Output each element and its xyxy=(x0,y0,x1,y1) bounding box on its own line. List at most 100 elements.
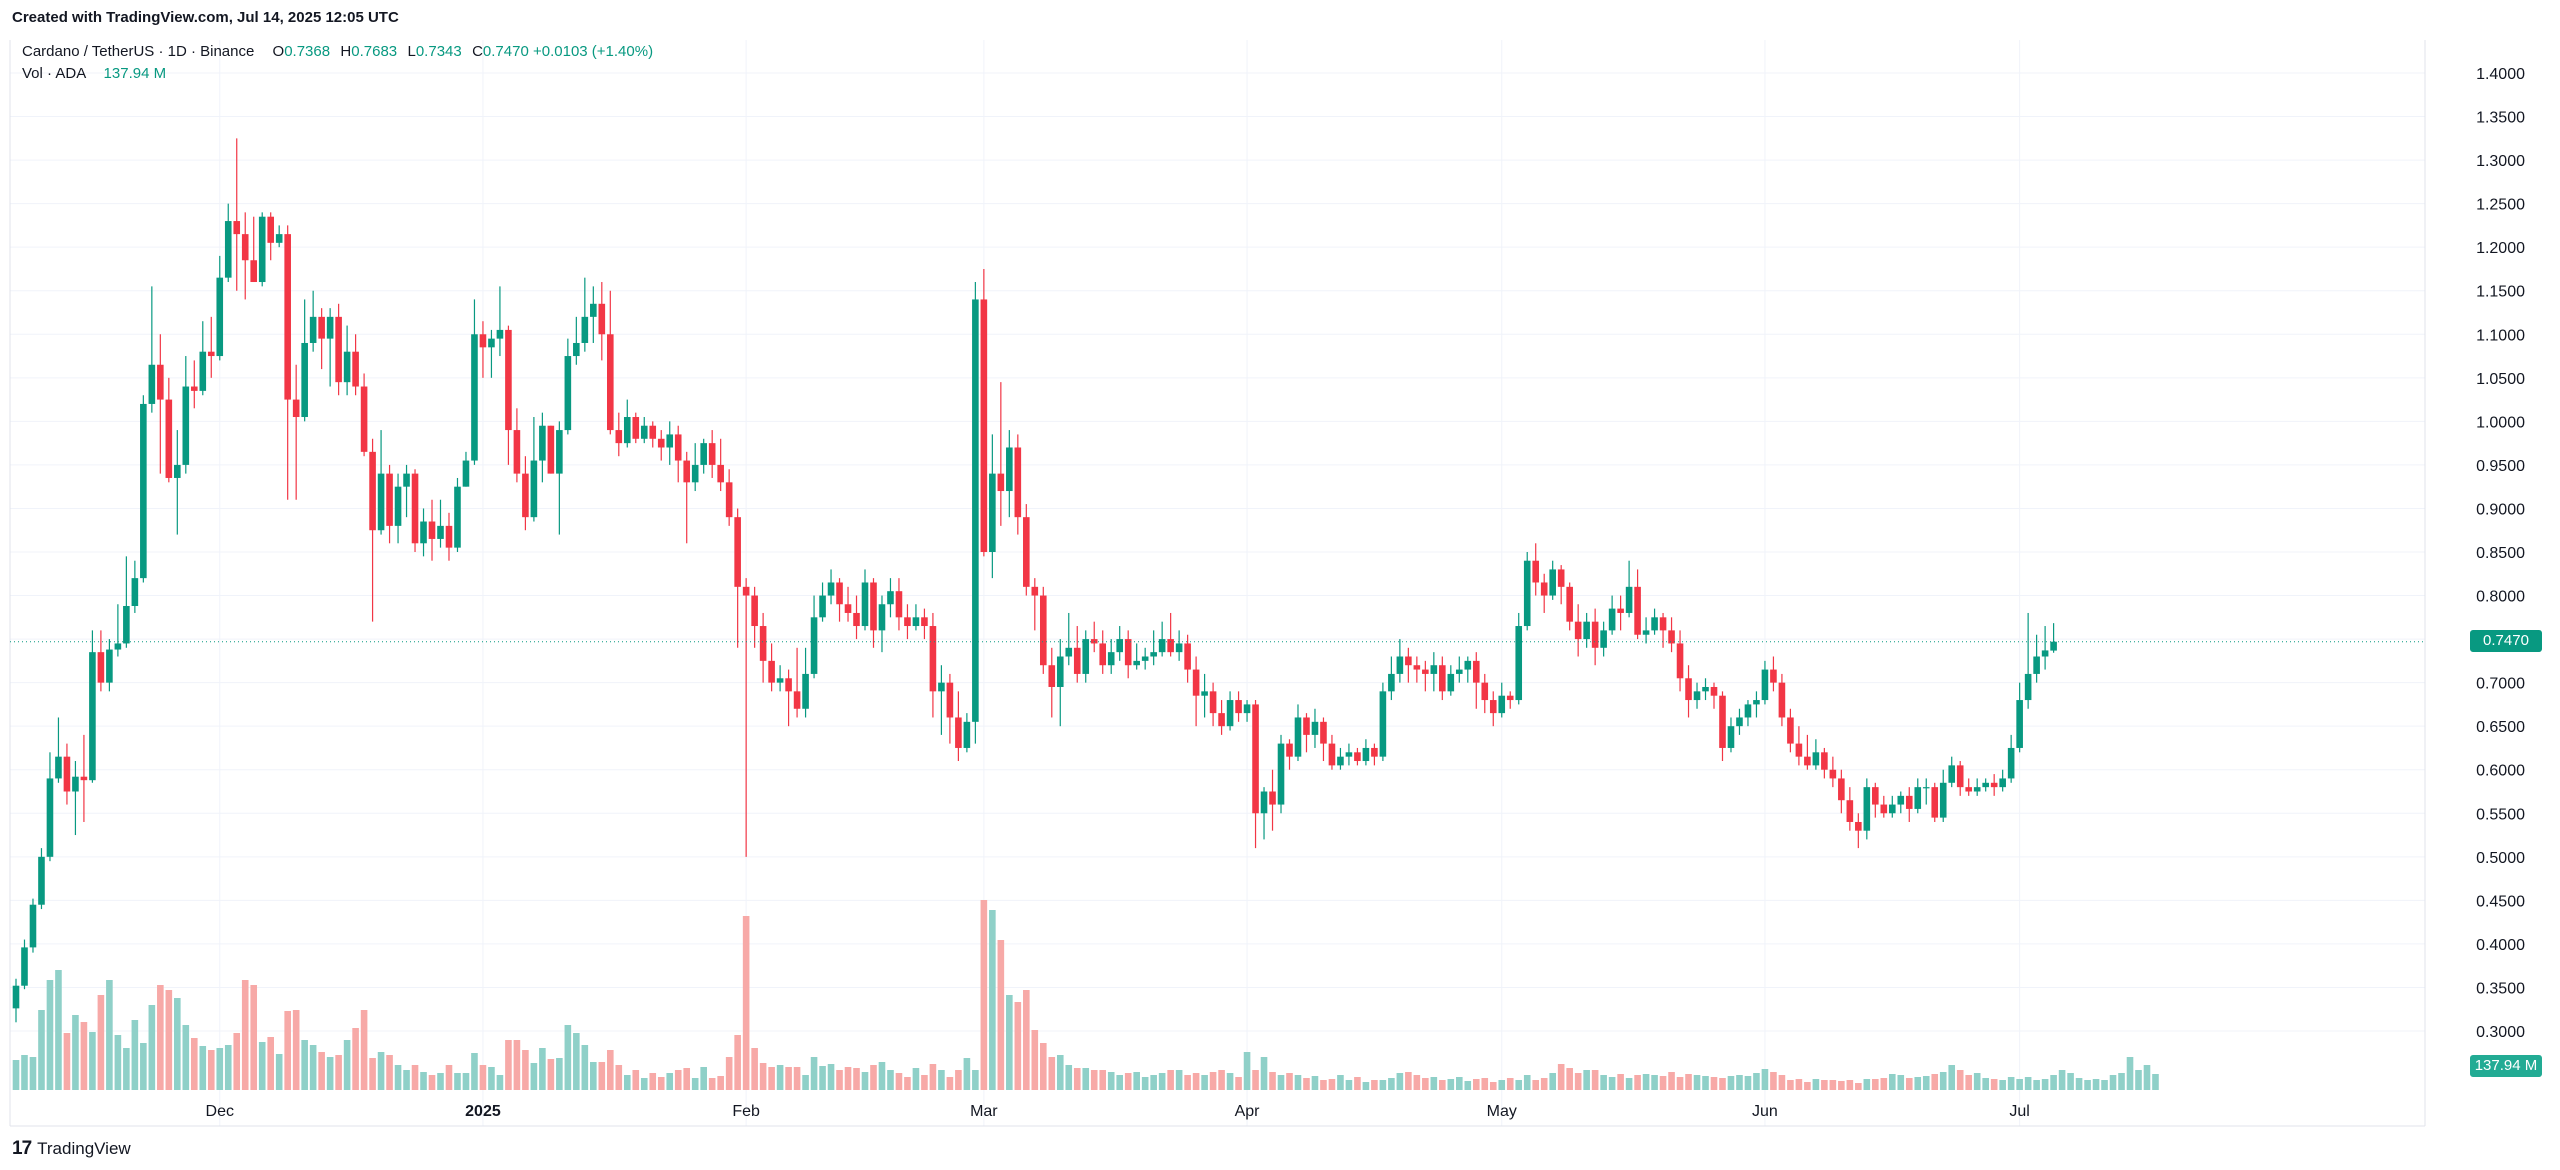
candle-body xyxy=(972,299,979,722)
candle-body xyxy=(1651,617,1658,631)
candle-body xyxy=(1642,630,1650,635)
volume-bar xyxy=(352,1028,359,1090)
candle-body xyxy=(1727,726,1735,748)
y-tick-label: 1.1500 xyxy=(2476,284,2525,301)
volume-bar xyxy=(1252,1070,1259,1090)
volume-bar xyxy=(1846,1080,1854,1090)
volume-bar xyxy=(802,1075,809,1090)
volume-bar xyxy=(1523,1075,1531,1090)
candle-body xyxy=(1736,717,1743,727)
volume-bar xyxy=(1472,1079,1480,1090)
volume-bar xyxy=(97,995,105,1090)
volume-bar xyxy=(632,1070,640,1090)
candle-body xyxy=(80,776,88,781)
candle-body xyxy=(607,334,614,431)
volume-bar xyxy=(1540,1078,1548,1090)
y-tick-label: 0.9500 xyxy=(2476,458,2525,475)
volume-bar xyxy=(708,1078,716,1090)
tradingview-logo[interactable]: 17 TradingView xyxy=(12,1138,131,1160)
volume-bar xyxy=(2050,1075,2057,1090)
volume-bar xyxy=(1090,1070,1098,1090)
volume-bar xyxy=(1371,1080,1378,1090)
volume-bar xyxy=(1320,1080,1327,1090)
candle-body xyxy=(581,316,589,343)
candle-body xyxy=(224,221,232,278)
volume-bar xyxy=(522,1050,529,1090)
candle-body xyxy=(394,486,402,526)
volume-bar xyxy=(649,1073,657,1090)
candle-body xyxy=(199,351,207,391)
volume-bar xyxy=(1065,1065,1073,1090)
candle-body xyxy=(963,721,971,748)
volume-bar xyxy=(530,1063,538,1090)
candle-body xyxy=(1668,630,1675,644)
y-tick-label: 1.4000 xyxy=(2476,66,2525,83)
candle-body xyxy=(488,338,495,348)
volume-bar xyxy=(1277,1075,1285,1090)
volume-bar xyxy=(1583,1070,1590,1090)
volume-bar xyxy=(980,900,988,1090)
volume-bar xyxy=(190,1038,198,1090)
volume-bar xyxy=(759,1063,767,1090)
volume-label[interactable]: Vol · ADA xyxy=(22,65,86,82)
y-tick-label: 1.0000 xyxy=(2476,414,2525,431)
candle-body xyxy=(1396,656,1404,674)
symbol-legend: Cardano / TetherUS · 1D · Binance O0.736… xyxy=(22,43,653,60)
volume-bar xyxy=(1481,1078,1489,1090)
volume-bar xyxy=(1354,1077,1361,1090)
y-tick-label: 0.3500 xyxy=(2476,980,2525,997)
candle-body xyxy=(386,473,393,526)
symbol-title[interactable]: Cardano / TetherUS · 1D · Binance xyxy=(22,43,255,60)
y-tick-label: 0.4000 xyxy=(2476,937,2525,954)
volume-bar xyxy=(895,1073,903,1090)
volume-bar xyxy=(1141,1077,1149,1090)
volume-bar xyxy=(955,1070,962,1090)
candle-body xyxy=(1209,691,1217,714)
candle-body xyxy=(1371,747,1378,757)
volume-bar xyxy=(2041,1079,2049,1090)
candle-body xyxy=(700,443,707,465)
candle-body xyxy=(1218,713,1225,727)
volume-bar xyxy=(1362,1082,1370,1090)
volume-bar xyxy=(1948,1065,1956,1090)
volume-bar xyxy=(1659,1076,1667,1090)
candle-body xyxy=(1023,517,1030,587)
volume-bar xyxy=(182,1025,190,1090)
volume-bar xyxy=(1082,1068,1090,1090)
candle-body xyxy=(1269,791,1276,805)
candle-body xyxy=(1922,787,1930,789)
candle-body xyxy=(1243,704,1251,714)
volume-bar xyxy=(785,1067,792,1090)
candle-body xyxy=(471,334,478,461)
volume-bar xyxy=(1506,1078,1514,1090)
y-tick-label: 0.8000 xyxy=(2476,589,2525,606)
candle-body xyxy=(751,595,758,627)
volume-bar xyxy=(471,1053,478,1090)
candle-body xyxy=(55,756,62,779)
volume-bar xyxy=(2007,1077,2015,1090)
volume-bar xyxy=(1676,1077,1684,1090)
volume-bar xyxy=(1634,1075,1641,1090)
volume-bar xyxy=(1608,1077,1616,1090)
y-tick-label: 0.5000 xyxy=(2476,850,2525,867)
candle-body xyxy=(1260,791,1268,814)
volume-bar xyxy=(1006,995,1013,1090)
volume-bar xyxy=(233,1033,241,1090)
candle-body xyxy=(1167,639,1174,653)
candle-body xyxy=(1685,678,1692,701)
open-value: 0.7368 xyxy=(284,43,331,60)
candle-body xyxy=(776,678,784,683)
volume-bar xyxy=(1107,1072,1115,1090)
volume-bar xyxy=(590,1062,597,1090)
candle-body xyxy=(810,617,818,674)
candle-body xyxy=(912,617,920,627)
volume-bar xyxy=(615,1065,623,1090)
volume-bar xyxy=(411,1065,419,1090)
volume-bar xyxy=(394,1065,402,1090)
candle-body xyxy=(1116,639,1123,653)
candle-body xyxy=(1328,743,1336,766)
volume-bar xyxy=(1617,1074,1624,1090)
volume-bar xyxy=(2109,1075,2117,1090)
volume-bar xyxy=(165,990,173,1090)
